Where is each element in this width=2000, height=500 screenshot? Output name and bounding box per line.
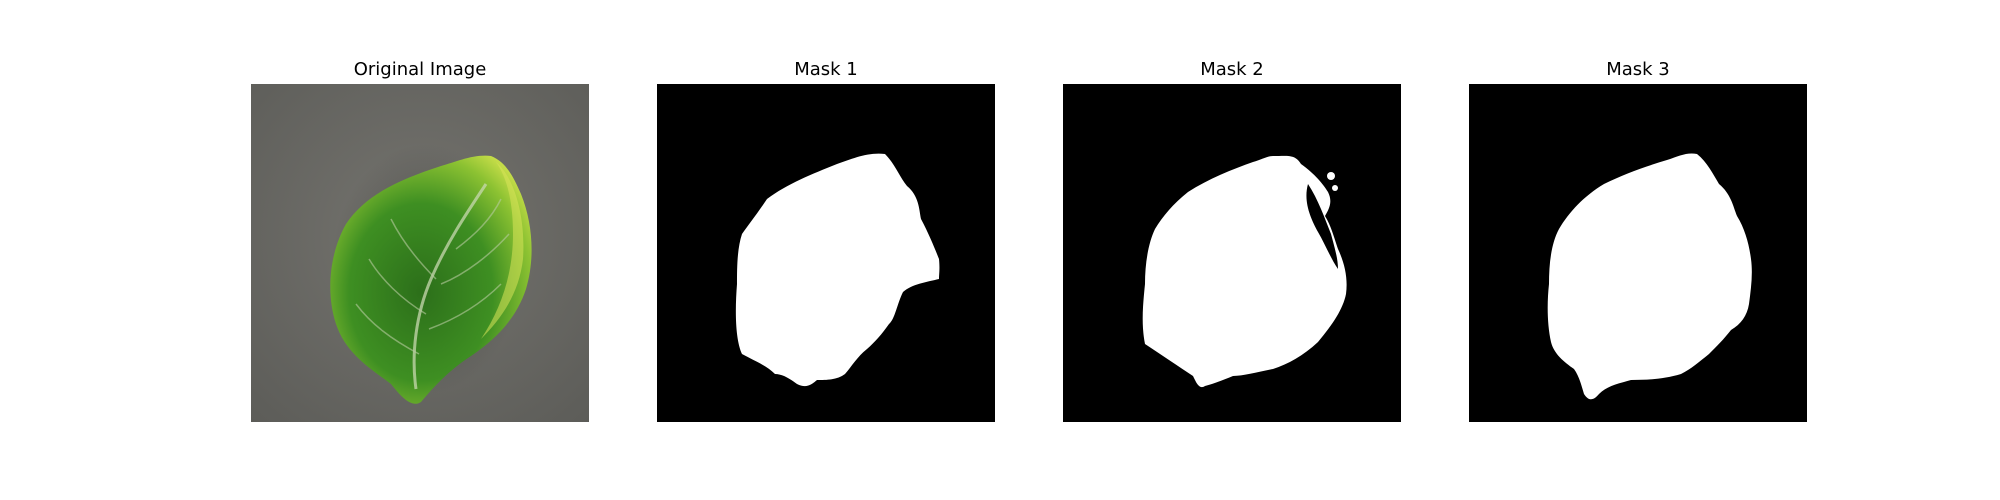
panel-title-mask-3: Mask 3 xyxy=(1606,59,1670,80)
mask-1-panel xyxy=(657,84,995,422)
panel-title-mask-1: Mask 1 xyxy=(794,59,858,80)
mask-3-shape xyxy=(1547,153,1752,400)
mask-2-image xyxy=(1063,84,1401,422)
panel-title-original-image: Original Image xyxy=(353,59,487,80)
mask-2-shape xyxy=(1142,155,1347,388)
mask-2-hole xyxy=(1306,184,1338,269)
leaf-vein xyxy=(440,233,510,285)
leaf-photo xyxy=(251,84,589,422)
leaf-vein xyxy=(390,218,437,280)
mask-2-speck xyxy=(1327,172,1335,180)
leaf-vein xyxy=(355,303,420,355)
leaf-vein xyxy=(428,283,502,330)
original-image-panel xyxy=(251,84,589,422)
leaf-highlight xyxy=(481,162,524,339)
mask-2-speck xyxy=(1323,194,1327,198)
leaf-vein xyxy=(455,198,502,250)
mask-1-image xyxy=(657,84,995,422)
leaf-midrib xyxy=(412,183,488,390)
mask-2-speck xyxy=(1332,185,1338,191)
mask-1-shape xyxy=(735,153,940,387)
mask-2-panel xyxy=(1063,84,1401,422)
mask-3-panel xyxy=(1469,84,1807,422)
mask-3-image xyxy=(1469,84,1807,422)
panel-title-mask-2: Mask 2 xyxy=(1200,59,1264,80)
leaf-vein xyxy=(368,258,427,315)
